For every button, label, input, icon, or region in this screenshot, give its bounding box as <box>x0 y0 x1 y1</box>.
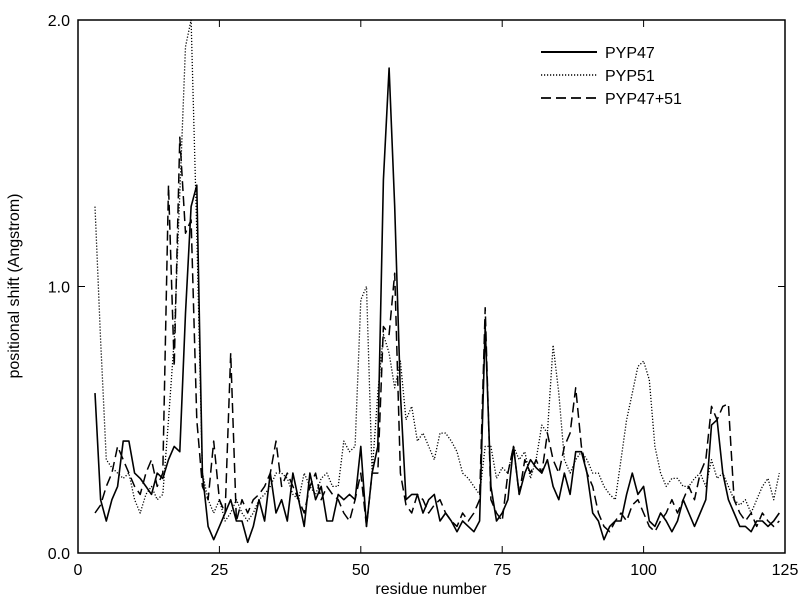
series-line-pyp47 <box>94 67 780 544</box>
legend: PYP47 PYP51 PYP47+51 <box>541 45 682 108</box>
x-tick-label: 0 <box>74 562 83 579</box>
x-tick-label: 125 <box>772 562 798 579</box>
y-tick-label: 0.0 <box>48 546 70 563</box>
legend-label: PYP47+51 <box>605 91 682 108</box>
x-tick-label: 100 <box>630 562 657 579</box>
y-axis-title: positional shift (Angstrom) <box>6 194 23 379</box>
x-axis-title: residue number <box>375 581 487 598</box>
y-tick-label: 2.0 <box>48 13 70 30</box>
legend-label: PYP51 <box>605 68 655 85</box>
y-tick-label: 1.0 <box>48 280 70 297</box>
axis-ticks: 0 25 50 75 100 125 0.0 1.0 2.0 <box>48 13 798 579</box>
x-tick-label: 75 <box>493 562 511 579</box>
series-line-pyp47-51 <box>94 136 780 533</box>
x-tick-label: 25 <box>211 562 229 579</box>
series-layer <box>94 20 780 544</box>
x-tick-label: 50 <box>352 562 370 579</box>
series-line-pyp51 <box>94 20 780 522</box>
legend-label: PYP47 <box>605 45 655 62</box>
